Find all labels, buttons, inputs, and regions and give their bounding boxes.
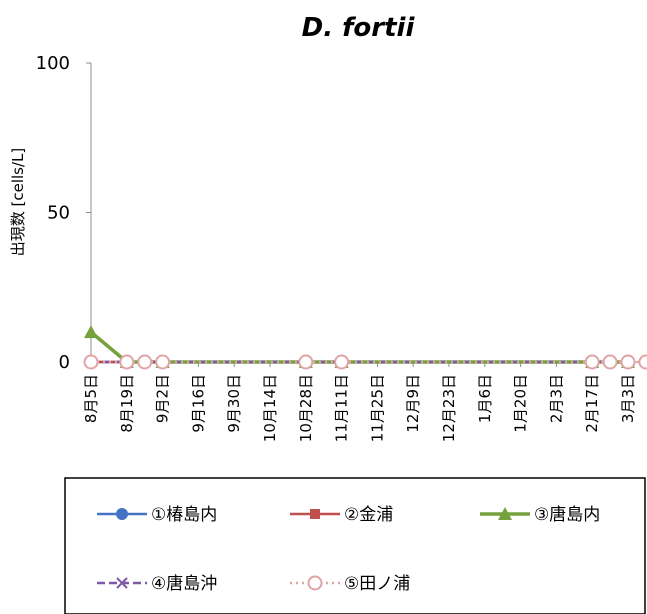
y-tick-label: 50 [47,203,70,224]
y-tick-label: 100 [36,53,70,74]
legend-marker [498,507,512,520]
x-tick-label: 9月16日 [189,374,207,433]
legend-marker [116,577,128,589]
legend-item: ②金浦 [290,505,393,525]
data-point [83,354,99,370]
x-ticks: 8月5日 8月19日 9月2日 9月16日 9月30日 10月14日 10月28日 11月11… [82,362,637,442]
x-tick-label: 9月2日 [154,374,172,423]
x-tick-label: 2月17日 [583,374,601,433]
legend-marker [307,575,323,591]
data-point [155,354,171,370]
series-line [89,330,628,364]
data-point [638,354,647,370]
y-tick-label: 0 [59,352,70,373]
legend-label: ③唐島内 [534,504,600,525]
data-point [584,354,600,370]
legend-item: ⑤田ノ浦 [290,574,410,594]
legend-item: ③唐島内 [480,504,600,525]
x-tick-label: 1月6日 [476,374,494,423]
x-tick-label: 11月11日 [333,374,351,442]
data-point [137,354,153,370]
x-tick-label: 12月9日 [404,374,422,433]
legend-box [64,477,646,614]
x-tick-label: 8月5日 [82,374,100,423]
x-tick-label: 8月19日 [118,374,136,433]
x-tick-label: 1月20日 [512,374,530,433]
data-point [84,325,98,339]
series-layer [83,325,647,370]
x-tick-label: 11月25日 [368,374,386,442]
data-point [119,354,135,370]
legend-label: ①椿島内 [151,505,217,525]
data-point [602,354,618,370]
legend-label: ⑤田ノ浦 [344,574,410,594]
x-tick-label: 10月28日 [297,374,315,442]
legend-item: ④唐島沖 [97,573,217,594]
y-axis-title: 出現数 [cells/L] [9,148,27,257]
legend-label: ④唐島沖 [151,573,217,594]
x-tick-label: 12月23日 [440,374,458,442]
legend-item: ①椿島内 [97,505,217,525]
data-point [620,354,636,370]
legend-marker [116,508,128,520]
x-tick-label: 9月30日 [225,374,243,433]
y-ticks: 0 50 100 [36,53,91,373]
legend: ①椿島内 ②金浦 ③唐島内 ④唐島沖 ⑤田ノ浦 [64,477,646,614]
chart-title: D. fortii [302,13,416,43]
data-point [298,354,314,370]
x-tick-label: 2月3日 [547,374,565,423]
series-5 [83,354,647,370]
legend-label: ②金浦 [344,505,393,525]
x-tick-label: 10月14日 [261,374,279,442]
legend-marker [310,509,320,519]
data-point [334,354,350,370]
x-tick-label: 3月3日 [619,374,637,423]
